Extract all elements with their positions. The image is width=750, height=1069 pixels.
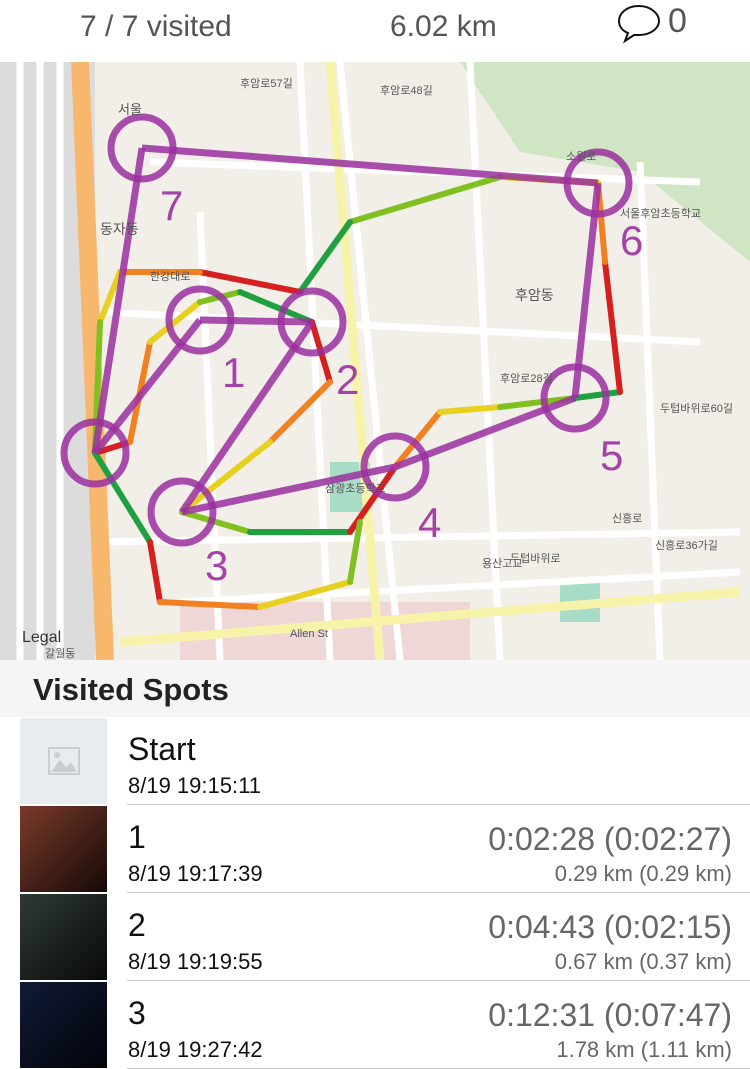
start-marker[interactable] — [60, 418, 130, 488]
track-segment — [147, 299, 203, 345]
section-title: Visited Spots — [33, 672, 229, 707]
summary-bar: 7 / 7 visited 6.02 km 0 — [0, 0, 750, 62]
divider — [127, 892, 750, 893]
spot-time: 8/19 19:17:39 — [128, 861, 263, 886]
divider — [127, 804, 750, 805]
spot-number-label: 6 — [620, 217, 643, 264]
spot-number-label: 5 — [600, 432, 623, 479]
spot-name: 3 — [128, 995, 146, 1031]
spot-row[interactable]: 1 8/19 19:17:39 0:02:28 (0:02:27) 0.29 k… — [0, 805, 750, 893]
spot-marker[interactable] — [277, 287, 347, 357]
map-label: 용산고교 — [482, 557, 522, 570]
route-leg — [141, 144, 599, 187]
spot-distance: 1.78 km (1.11 km) — [556, 1037, 732, 1062]
spot-markers: 1 2 3 4 5 6 7 — [60, 113, 643, 589]
track-segment — [97, 269, 123, 325]
spot-name: 1 — [128, 819, 146, 855]
spot-elapsed: 0:04:43 (0:02:15) — [488, 909, 732, 945]
spot-number-label: 1 — [222, 349, 245, 396]
spot-marker[interactable] — [540, 363, 610, 433]
visited-spots-header: Visited Spots — [0, 660, 750, 717]
comments-button[interactable]: 0 — [616, 2, 687, 46]
map-label: 두텁바위로60길 — [660, 402, 733, 415]
spot-marker[interactable] — [563, 148, 633, 218]
rail-yard — [0, 62, 95, 660]
track-segment — [297, 219, 353, 295]
track-segment — [157, 599, 263, 610]
spot-number-label: 2 — [336, 356, 359, 403]
track-segment — [237, 289, 315, 325]
track-segment — [179, 509, 253, 535]
map-label: 두텁바위로 — [510, 552, 561, 565]
spot-number-label: 7 — [160, 182, 183, 229]
spot-number-label: 3 — [205, 542, 228, 589]
route-leg — [181, 463, 396, 516]
spot-row[interactable]: 2 8/19 19:19:55 0:04:43 (0:02:15) 0.67 k… — [0, 893, 750, 981]
track-segment — [267, 379, 333, 445]
spot-photo — [20, 894, 107, 980]
spot-distance: 0.29 km (0.29 km) — [554, 861, 732, 886]
park-area — [460, 62, 750, 262]
spot-row[interactable]: 3 8/19 19:27:42 0:12:31 (0:07:47) 1.78 k… — [0, 981, 750, 1069]
spot-name: Start — [128, 731, 196, 767]
track-segment — [347, 174, 503, 225]
spot-marker[interactable] — [147, 477, 217, 547]
legal-link[interactable]: Legal — [22, 629, 61, 646]
spot-elapsed: 0:02:28 (0:02:27) — [488, 821, 732, 857]
visited-spots-list[interactable]: Start 8/19 19:15:11 1 8/19 19:17:39 0:02… — [0, 717, 750, 1069]
spot-distance: 0.67 km (0.37 km) — [554, 949, 732, 974]
spot-row[interactable]: Start 8/19 19:15:11 — [0, 717, 750, 805]
spot-elapsed: 0:12:31 (0:07:47) — [488, 997, 732, 1033]
route-leg — [571, 182, 602, 399]
map-label: 서울 — [118, 102, 142, 117]
spot-photo — [20, 806, 107, 892]
spot-marker[interactable] — [360, 432, 430, 502]
track-segment — [392, 409, 443, 470]
map-label: 갈월동 — [45, 646, 75, 660]
map-label: Allen St — [290, 628, 328, 640]
route-leg — [179, 320, 315, 514]
spot-time: 8/19 19:15:11 — [128, 773, 261, 798]
map-label: 삼광초등학교 — [325, 482, 386, 495]
map-label: 후암로28길 — [500, 372, 553, 385]
spot-time: 8/19 19:27:42 — [128, 1037, 263, 1062]
divider — [127, 980, 750, 981]
track-segment — [92, 450, 153, 545]
map-labels: 후암로57길 후암로48길 후암동 동자동 서울 한강대로 소월로 서울후암초등… — [45, 77, 733, 660]
image-icon — [47, 747, 80, 775]
track-segment — [437, 404, 503, 415]
spot-marker[interactable] — [107, 113, 177, 183]
track-segment — [347, 519, 363, 585]
map-label: 신흥로36가길 — [655, 538, 718, 552]
main-road — [71, 62, 114, 660]
map-label: 동자동 — [100, 221, 139, 237]
track-segment — [572, 389, 623, 401]
map-label: 한강대로 — [150, 270, 190, 283]
spot-time: 8/19 19:19:55 — [128, 949, 263, 974]
route-leg — [91, 147, 146, 454]
map-label: 후암로57길 — [240, 77, 293, 90]
map-label: 서울후암초등학교 — [620, 207, 701, 220]
track-segment — [147, 539, 163, 605]
track-segment — [257, 579, 353, 610]
track-segment — [179, 439, 273, 515]
comment-count: 0 — [668, 2, 687, 40]
photo-placeholder — [20, 718, 107, 804]
spot-number-label: 4 — [418, 499, 441, 546]
route-leg — [199, 316, 313, 326]
map-label: 후암로48길 — [380, 84, 433, 97]
map-label: 신흥로 — [612, 511, 642, 525]
road — [119, 587, 741, 647]
spot-marker[interactable] — [165, 285, 235, 355]
map-label: 소월로 — [566, 150, 596, 163]
visited-count: 7 / 7 visited — [80, 10, 232, 43]
map-label: 후암동 — [515, 287, 554, 303]
track-segment — [602, 259, 623, 395]
total-distance: 6.02 km — [390, 10, 497, 43]
track-segment — [197, 269, 303, 295]
spot-name: 2 — [128, 907, 146, 943]
spot-photo — [20, 982, 107, 1068]
speech-bubble-icon — [617, 4, 661, 44]
route-map[interactable]: 1 2 3 4 5 6 7 후암로57길 후암로48길 후암동 동자동 서울 한강대로 소월… — [0, 62, 750, 660]
